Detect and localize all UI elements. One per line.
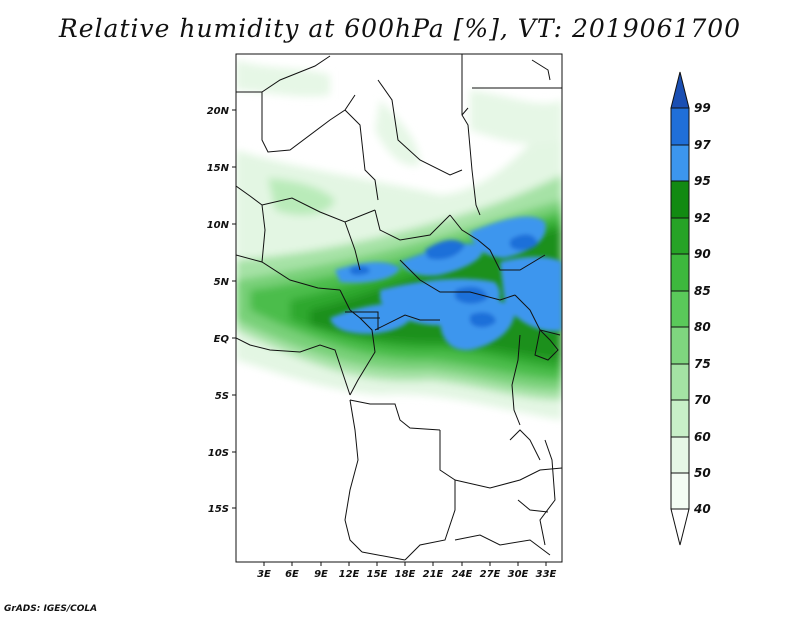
colorbar-swatch-50-60	[670, 436, 690, 474]
lat-label-5s: 5S	[215, 391, 229, 402]
lon-label-6e: 6E	[285, 569, 299, 580]
colorbar-label-75: 75	[694, 357, 711, 371]
lat-label-15s: 15S	[208, 504, 229, 515]
colorbar-swatch-40-50	[670, 472, 690, 510]
colorbar-label-95: 95	[694, 174, 711, 188]
colorbar-label-50: 50	[694, 466, 711, 480]
lat-label-10s: 10S	[208, 448, 229, 459]
colorbar-label-40: 40	[693, 502, 711, 516]
lat-label-10n: 10N	[207, 220, 230, 231]
lon-label-21e: 21E	[423, 569, 444, 580]
colorbar-swatch-92-95	[670, 180, 690, 219]
colorbar-swatch-85-90	[670, 253, 690, 292]
colorbar-swatch-90-92	[670, 217, 690, 255]
lat-label-5n: 5N	[214, 277, 230, 288]
map-frame	[235, 53, 563, 563]
colorbar-label-70: 70	[694, 393, 711, 407]
country-borders	[236, 54, 562, 561]
lon-label-30e: 30E	[508, 569, 529, 580]
colorbar-label-80: 80	[694, 320, 711, 334]
lon-label-9e: 9E	[314, 569, 328, 580]
lat-label-15n: 15N	[207, 163, 230, 174]
lon-label-24e: 24E	[452, 569, 473, 580]
longitude-axis	[263, 562, 547, 566]
grads-credit: GrADS: IGES/COLA	[4, 604, 98, 614]
lon-label-27e: 27E	[480, 569, 501, 580]
colorbar-swatch-60-70	[670, 399, 690, 438]
colorbar-label-97: 97	[694, 138, 711, 152]
lon-label-3e: 3E	[257, 569, 271, 580]
lon-label-15e: 15E	[367, 569, 388, 580]
latitude-axis	[232, 109, 236, 509]
colorbar-top-arrow	[670, 71, 690, 109]
colorbar-bottom-arrow	[670, 508, 690, 546]
lat-label-eq: EQ	[214, 334, 230, 345]
colorbar-swatch-80-85	[670, 290, 690, 328]
colorbar	[670, 71, 690, 546]
colorbar-label-60: 60	[694, 430, 711, 444]
colorbar-label-90: 90	[694, 247, 711, 261]
colorbar-swatch-70-75	[670, 363, 690, 401]
colorbar-label-92: 92	[694, 211, 711, 225]
map-title: Relative humidity at 600hPa [%], VT: 201…	[58, 14, 742, 43]
lon-label-18e: 18E	[395, 569, 416, 580]
colorbar-label-99: 99	[694, 101, 711, 115]
lon-label-33e: 33E	[536, 569, 557, 580]
colorbar-swatch-95-97	[670, 144, 690, 182]
colorbar-swatch-75-80	[670, 326, 690, 365]
humidity-field	[236, 54, 562, 562]
lat-label-20n: 20N	[207, 106, 230, 117]
lon-label-12e: 12E	[339, 569, 360, 580]
colorbar-swatch-97-99	[670, 107, 690, 146]
colorbar-label-85: 85	[694, 284, 711, 298]
